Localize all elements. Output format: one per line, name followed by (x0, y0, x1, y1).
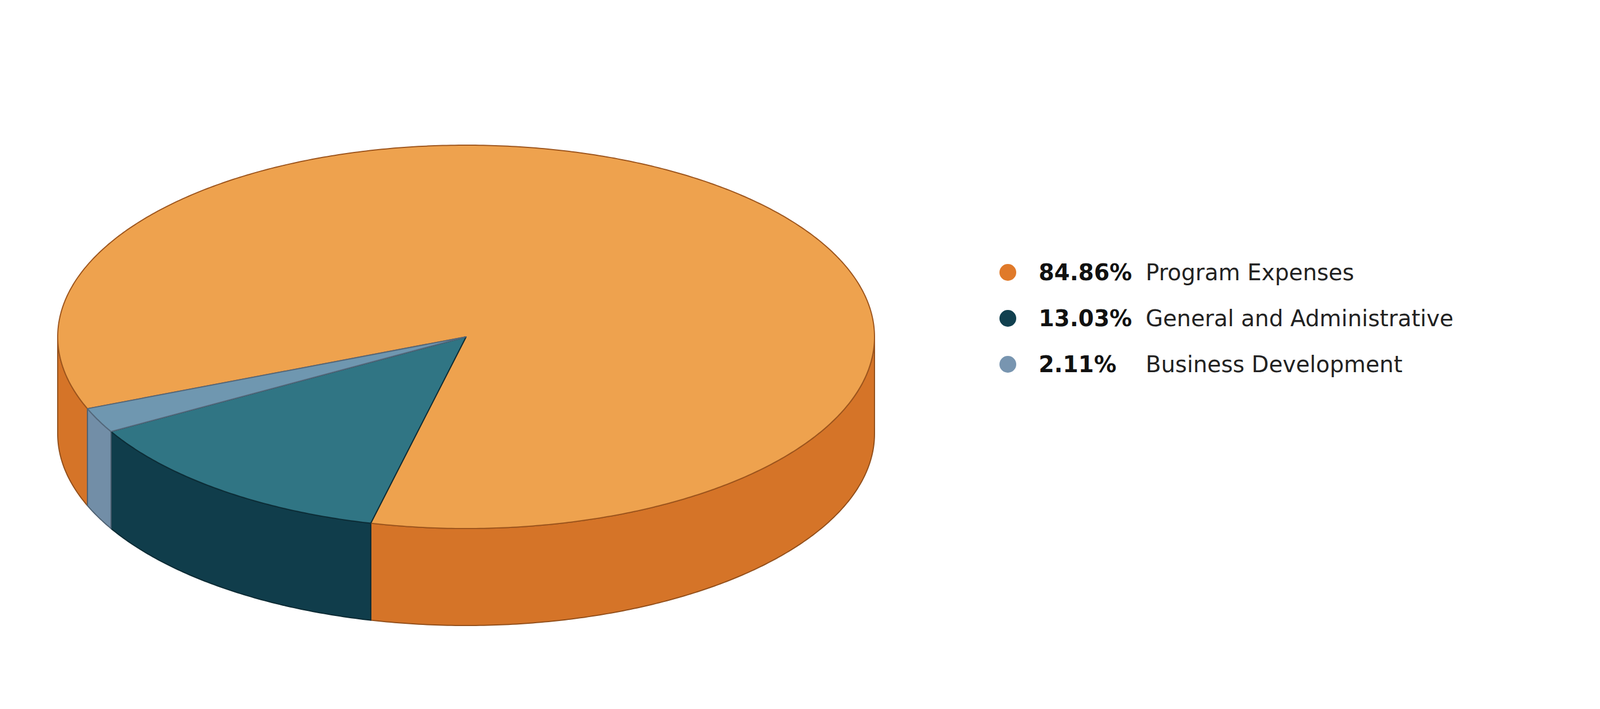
legend-label: Business Development (1145, 351, 1403, 378)
pie-slice (87, 336, 467, 432)
legend-swatch (999, 355, 1017, 373)
legend-value: 2.11% (1038, 351, 1117, 378)
legend-value: 84.86% (1038, 259, 1133, 286)
legend-label: General and Administrative (1145, 305, 1454, 332)
legend-label: Program Expenses (1145, 259, 1355, 286)
legend: 84.86% Program Expenses 13.03% General and … (999, 259, 1454, 378)
legend-value: 13.03% (1038, 305, 1133, 332)
chart: 84.86% Program Expenses 13.03% General and … (0, 0, 1600, 709)
legend-swatch (999, 309, 1017, 327)
pie-slice (110, 336, 467, 524)
pie-slice (57, 145, 875, 529)
legend-swatch (999, 263, 1017, 281)
pie-tops (57, 145, 875, 529)
